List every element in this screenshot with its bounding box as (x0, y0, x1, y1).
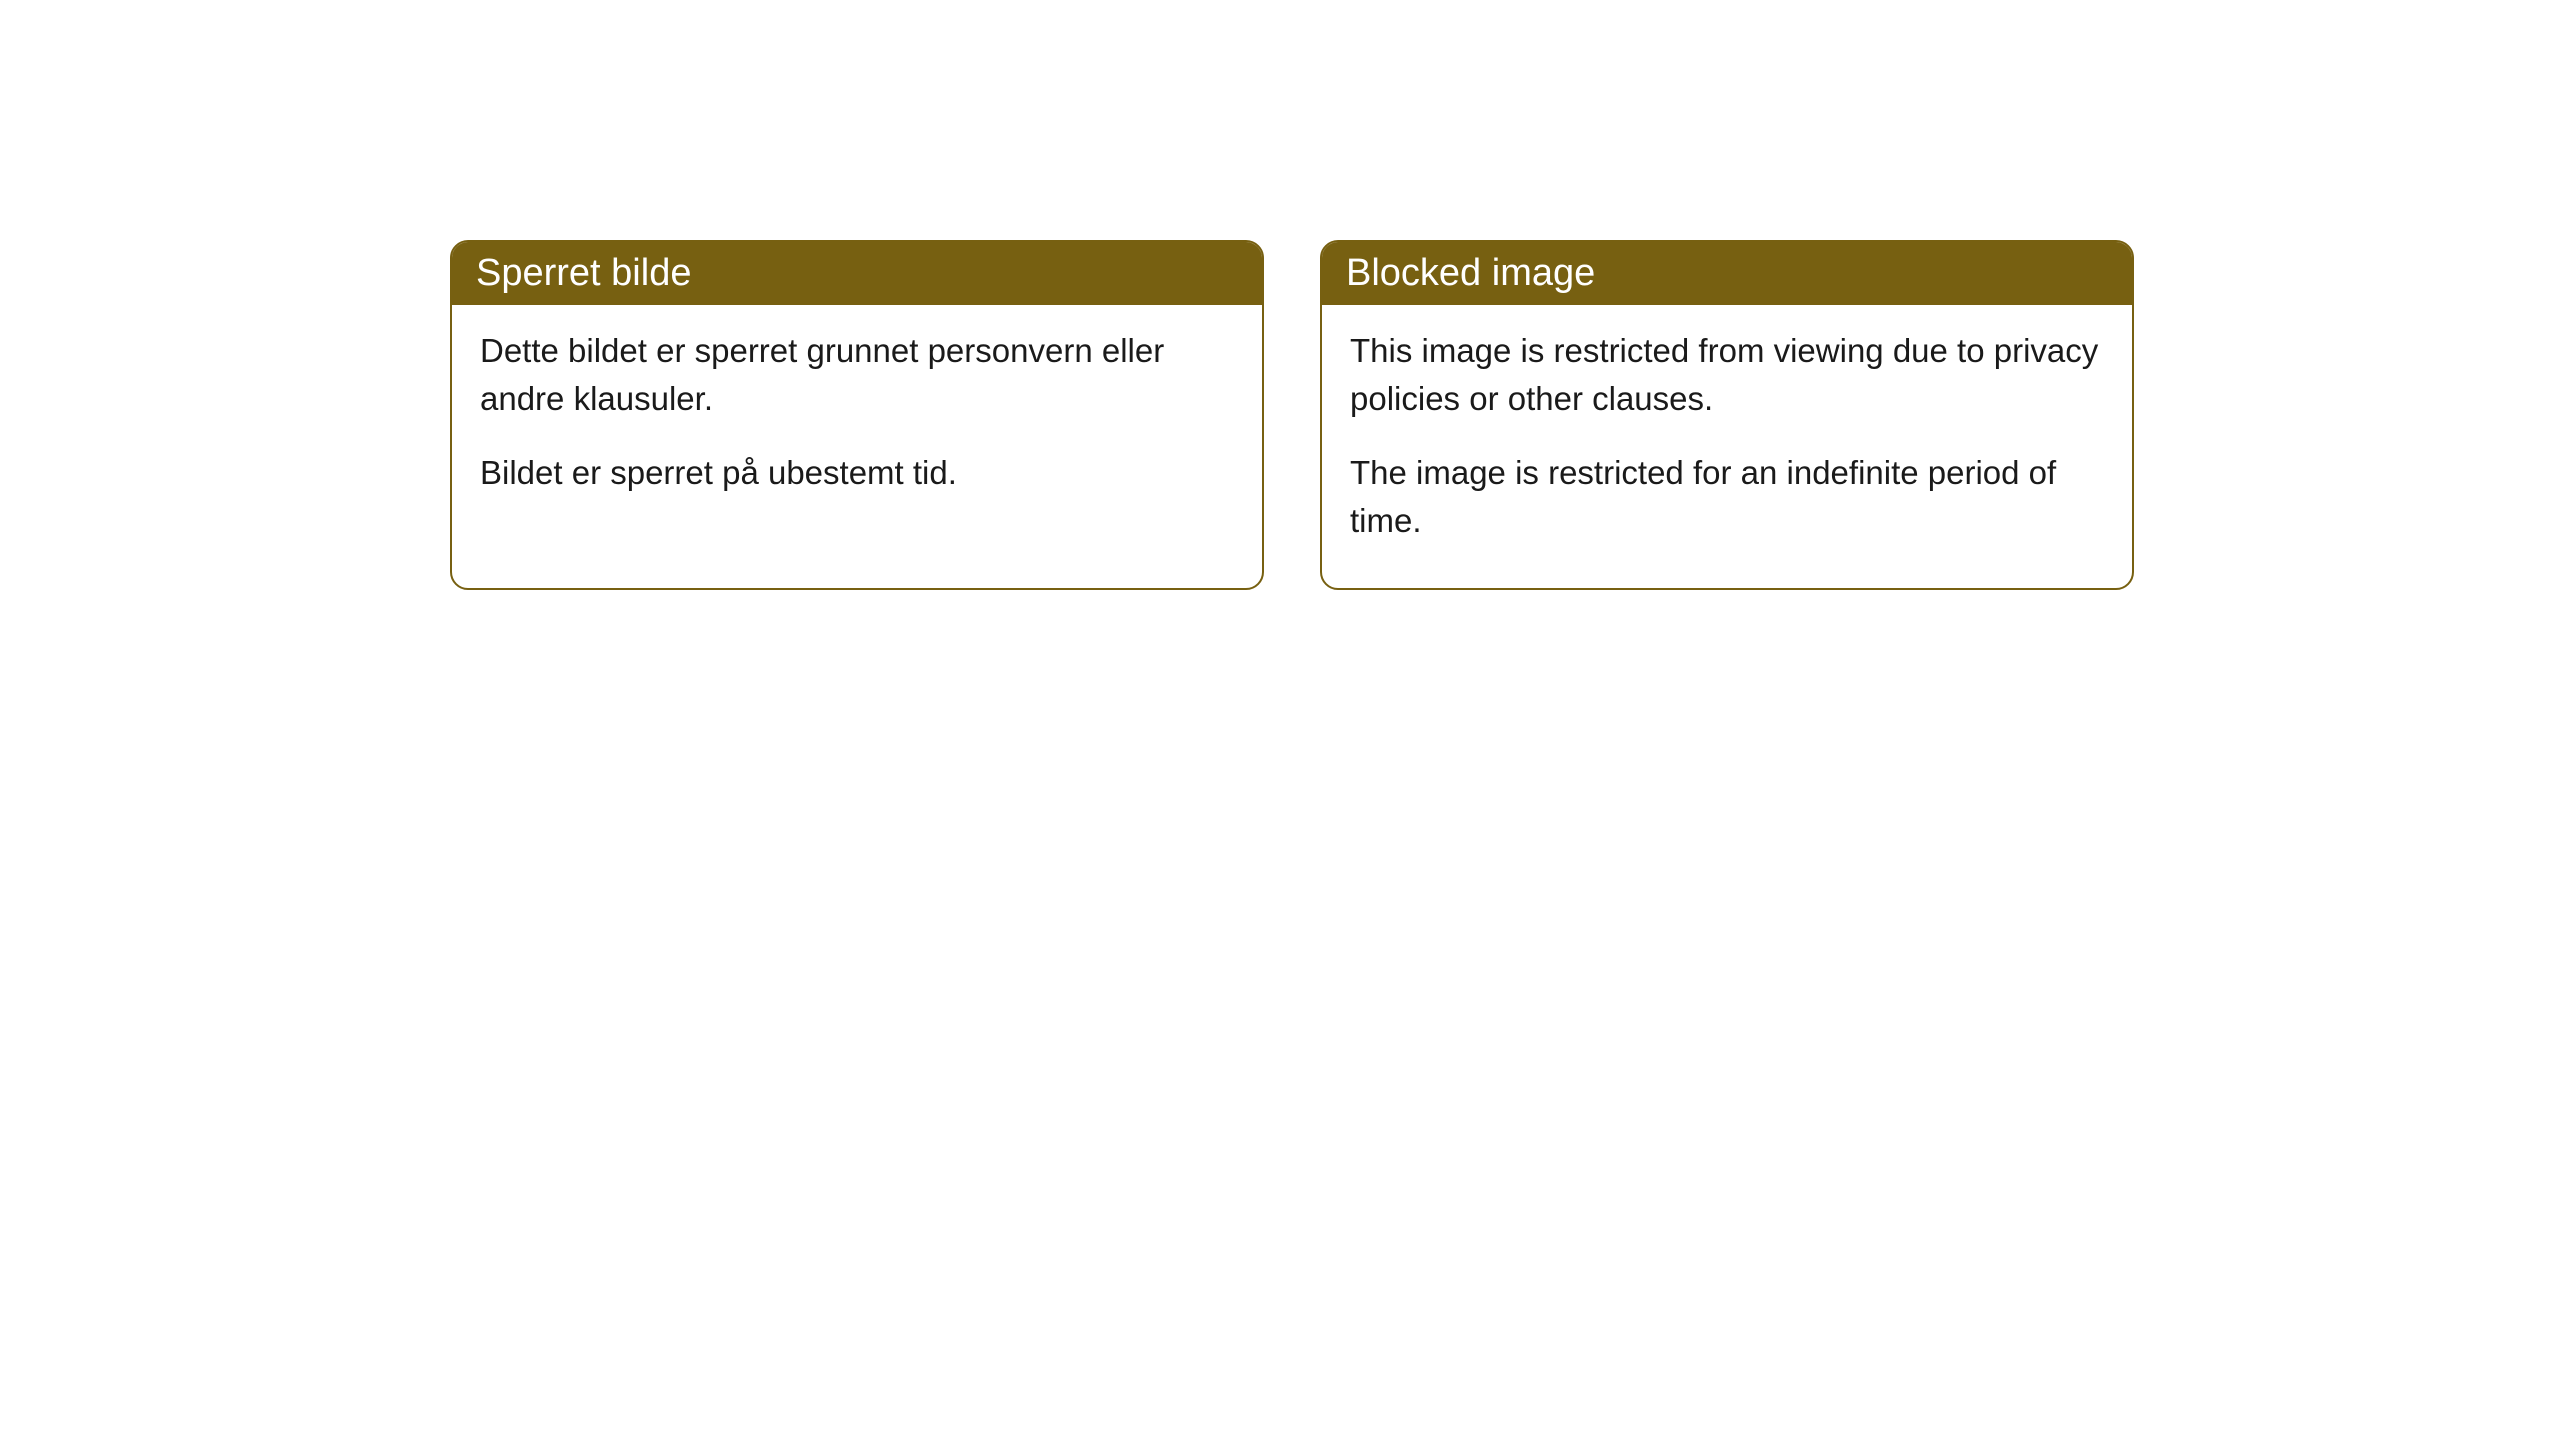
notice-card-english: Blocked image This image is restricted f… (1320, 240, 2134, 590)
notice-card-norwegian: Sperret bilde Dette bildet er sperret gr… (450, 240, 1264, 590)
card-paragraph: Bildet er sperret på ubestemt tid. (480, 449, 1234, 497)
card-paragraph: This image is restricted from viewing du… (1350, 327, 2104, 423)
card-paragraph: Dette bildet er sperret grunnet personve… (480, 327, 1234, 423)
card-body: Dette bildet er sperret grunnet personve… (452, 305, 1262, 541)
notice-cards-container: Sperret bilde Dette bildet er sperret gr… (450, 240, 2134, 590)
card-body: This image is restricted from viewing du… (1322, 305, 2132, 588)
card-title: Blocked image (1346, 252, 1595, 294)
card-paragraph: The image is restricted for an indefinit… (1350, 449, 2104, 545)
card-header: Blocked image (1322, 242, 2132, 305)
card-title: Sperret bilde (476, 252, 691, 294)
card-header: Sperret bilde (452, 242, 1262, 305)
